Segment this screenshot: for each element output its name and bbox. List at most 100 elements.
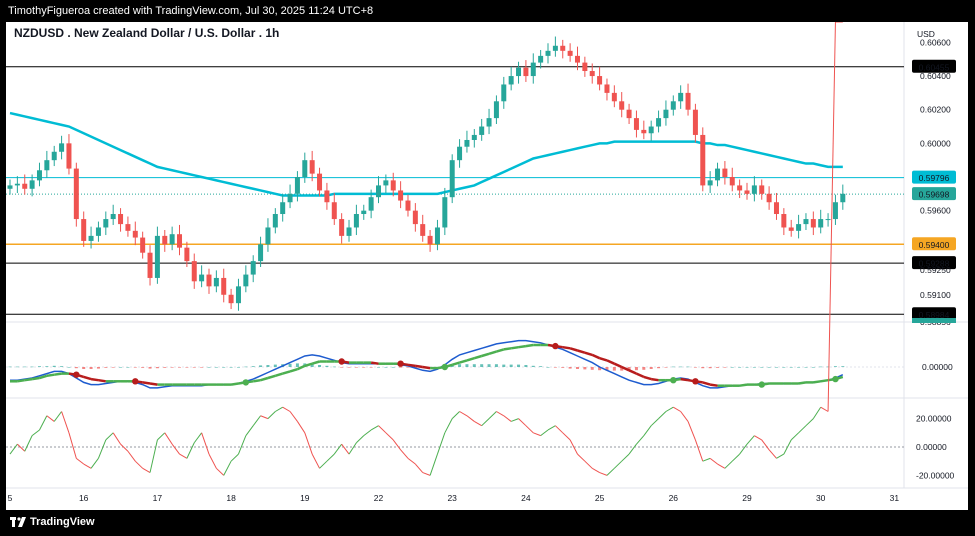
oscillator-line-segment (112, 432, 121, 445)
macd-histogram-bar (178, 367, 182, 368)
macd-histogram-bar (200, 367, 204, 368)
macd-histogram-bar (325, 365, 329, 367)
oscillator-line-segment (776, 453, 785, 459)
candle-body (803, 219, 809, 225)
oscillator-line-segment (407, 457, 416, 465)
candle-body (22, 183, 28, 189)
candle-body (361, 210, 367, 215)
macd-histogram-bar (701, 367, 705, 369)
oscillator-line-segment (97, 439, 107, 459)
chart-area[interactable]: NZDUSD . New Zealand Dollar / U.S. Dolla… (6, 22, 968, 510)
oscillator-line-segment (208, 453, 217, 469)
macd-slow-line-segment (466, 357, 475, 362)
macd-histogram-bar (155, 367, 159, 369)
macd-slow-line-segment (584, 351, 593, 357)
tradingview-logo-icon (10, 517, 26, 527)
oscillator-line-segment (216, 467, 225, 476)
candle-body (818, 219, 824, 228)
macd-slow-line-segment (304, 362, 313, 368)
candle-body (390, 180, 396, 191)
macd-slow-line-segment (311, 360, 320, 365)
macd-histogram-bar (819, 366, 823, 368)
macd-histogram-bar (598, 367, 602, 371)
candle-body (427, 235, 433, 245)
chart-svg[interactable]: NZDUSD . New Zealand Dollar / U.S. Dolla… (6, 22, 968, 510)
macd-histogram-bar (111, 367, 115, 368)
macd-histogram-bar (251, 366, 255, 367)
macd-histogram-bar (730, 367, 734, 368)
price-label-box (912, 59, 956, 73)
macd-slow-line-segment (274, 372, 284, 377)
oscillator-line-segment (731, 453, 740, 462)
attribution-text: TimothyFigueroa created with TradingView… (8, 5, 374, 17)
candle-body (169, 234, 175, 245)
macd-histogram-bar (561, 367, 565, 368)
oscillator-line-segment (304, 432, 313, 455)
macd-histogram-bar (340, 367, 344, 368)
macd-histogram-bar (679, 366, 683, 368)
candle-body (228, 294, 234, 304)
macd-slow-line-segment (709, 383, 718, 387)
candle-body (184, 247, 190, 262)
macd-histogram-bar (273, 364, 277, 367)
oscillator-line-segment (459, 411, 468, 417)
candle-body (656, 118, 662, 127)
macd-slow-line-segment (577, 349, 586, 354)
candle-body (132, 230, 138, 238)
macd-slow-line-segment (613, 362, 623, 369)
candle-body (88, 235, 94, 241)
candle-body (59, 143, 65, 152)
macd-histogram-bar (222, 367, 226, 368)
macd-crossover-dot (132, 378, 139, 385)
time-tick-label: 22 (374, 493, 384, 503)
oscillator-line-segment (525, 425, 534, 434)
price-label: 0.59400 (919, 240, 950, 250)
candle-body (250, 261, 256, 275)
macd-histogram-bar (723, 367, 727, 368)
macd-slow-line-segment (142, 381, 151, 385)
oscillator-line-segment (429, 453, 438, 476)
oscillator-line-segment (179, 453, 188, 459)
oscillator-line-segment (245, 425, 254, 436)
macd-histogram-bar (288, 363, 292, 367)
oscillator-line-segment (83, 463, 92, 469)
macd-histogram-bar (89, 367, 93, 369)
macd-histogram-bar (369, 367, 373, 368)
tradingview-brand[interactable]: TradingView (10, 516, 95, 528)
candle-body (125, 224, 131, 231)
macd-slow-line-segment (606, 359, 615, 365)
candle-body (44, 160, 50, 171)
oscillator-line-segment (591, 467, 600, 473)
price-tick-label: 0.59100 (920, 290, 951, 300)
macd-histogram-bar (568, 367, 572, 369)
oscillator-line-segment (790, 432, 799, 441)
macd-histogram-bar (391, 367, 395, 368)
oscillator-line-segment (326, 453, 335, 462)
macd-histogram-bar (502, 364, 506, 367)
macd-histogram-bar (52, 365, 56, 367)
candle-body (796, 224, 802, 231)
oscillator-line-segment (599, 472, 608, 476)
macd-slow-line-segment (296, 364, 306, 371)
candle-body (759, 185, 765, 194)
macd-histogram-bar (642, 367, 646, 370)
macd-histogram-bar (782, 367, 786, 368)
candle-body (582, 62, 588, 72)
macd-slow-line-segment (680, 377, 689, 382)
macd-histogram-bar (74, 367, 78, 369)
oscillator-line-segment (90, 458, 99, 469)
candle-body (597, 76, 603, 85)
macd-histogram-bar (811, 367, 815, 368)
oscillator-line-segment (230, 453, 239, 462)
macd-histogram-bar (30, 366, 34, 368)
oscillator-line-segment (223, 460, 232, 476)
candle-body (523, 67, 529, 77)
oscillator-line-segment (260, 415, 269, 420)
candle-body (103, 219, 109, 228)
time-tick-label: 25 (595, 493, 605, 503)
candle-body (729, 177, 735, 186)
macd-slow-line-segment (31, 376, 40, 381)
macd-histogram-bar (553, 367, 557, 368)
candle-body (14, 183, 20, 186)
oscillator-line-segment (709, 457, 718, 465)
